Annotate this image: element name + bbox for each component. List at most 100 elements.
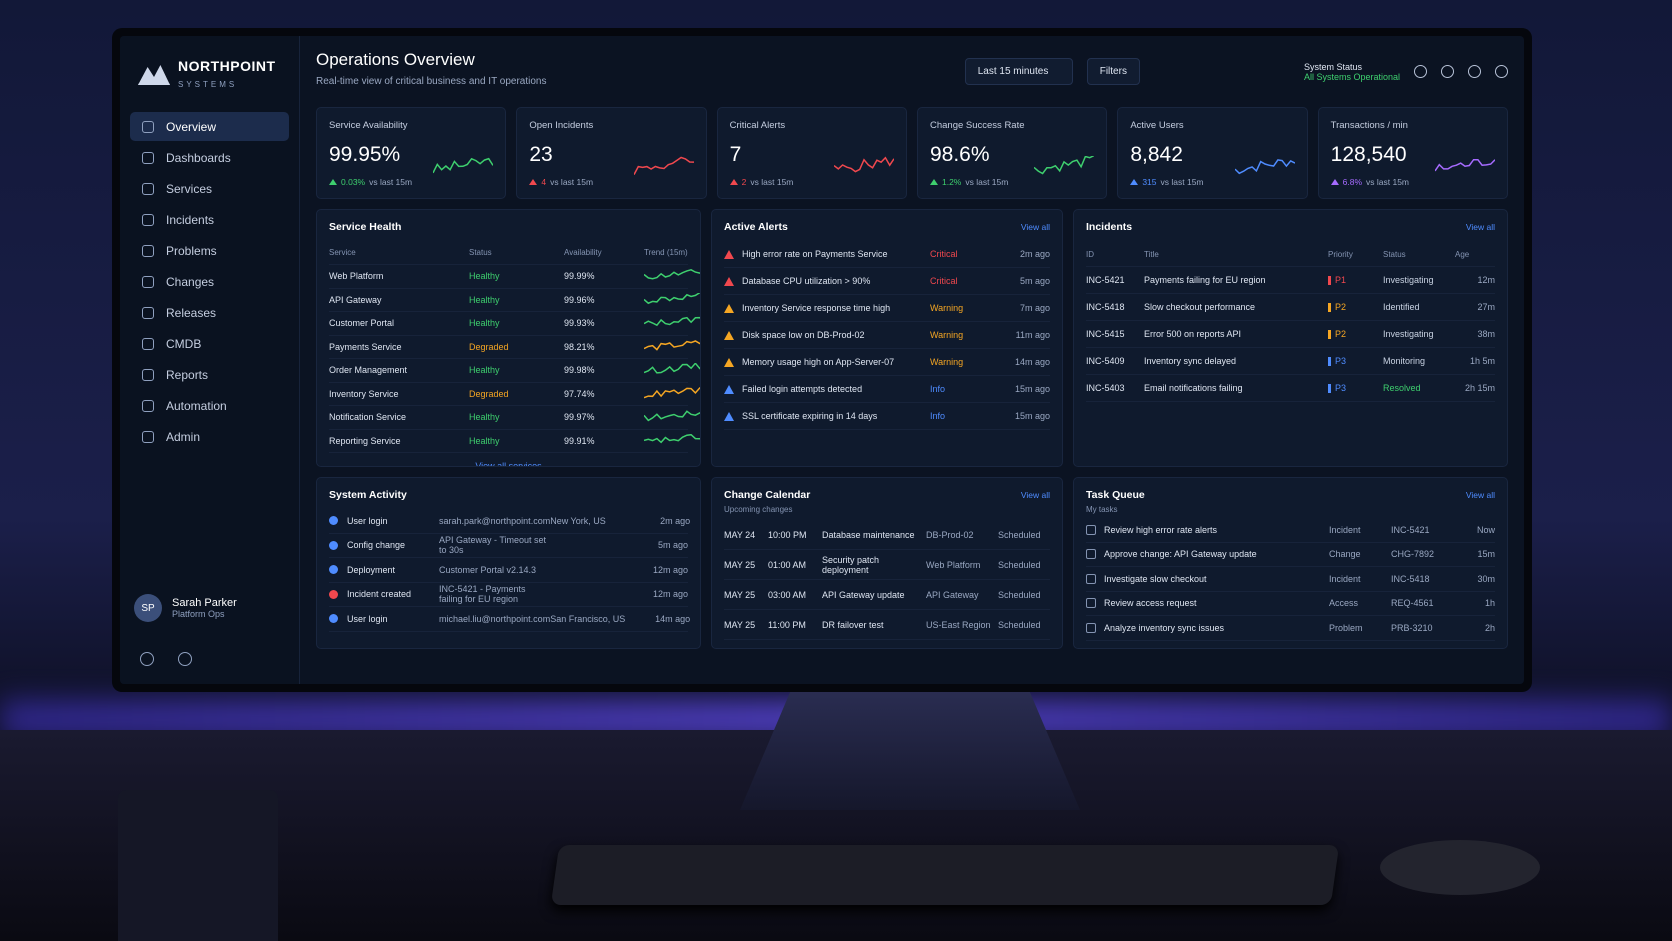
kpi-label: Active Users bbox=[1130, 120, 1184, 131]
nav-item[interactable]: Releases bbox=[130, 298, 289, 327]
kpi-delta: 1.2% vs last 15m bbox=[929, 177, 1094, 187]
sparkline bbox=[644, 339, 700, 351]
kpi-value: 23 bbox=[529, 143, 553, 166]
task-type: Incident bbox=[1329, 524, 1361, 535]
table-row: Analyze inventory sync issues Problem PRB-… bbox=[1086, 616, 1495, 641]
table-row: MAY 25 03:00 AM API Gateway update API Gate… bbox=[724, 580, 1050, 610]
alert-icon bbox=[724, 303, 734, 313]
change-time: 01:00 AM bbox=[768, 559, 807, 570]
notifications-button[interactable] bbox=[1441, 65, 1454, 78]
sparkline bbox=[433, 157, 494, 174]
task-checkbox[interactable] bbox=[1086, 549, 1096, 560]
system-status-label: System Status bbox=[1303, 61, 1362, 72]
activity-age: 12m ago bbox=[652, 589, 688, 600]
time-range-select[interactable]: Last 15 minutes bbox=[964, 58, 1073, 85]
brand-text: NORTHPOINT SYSTEMS bbox=[178, 58, 276, 92]
service-status: Healthy bbox=[469, 271, 500, 282]
service-availability: 99.98% bbox=[564, 365, 595, 376]
view-all-link[interactable]: View all bbox=[1020, 222, 1050, 232]
kpi-label: Service Availability bbox=[329, 120, 408, 131]
task-checkbox[interactable] bbox=[1086, 573, 1096, 584]
nav-label: Overview bbox=[166, 119, 217, 134]
panel-title: Incidents bbox=[1086, 221, 1133, 233]
panel-title: Task Queue bbox=[1086, 489, 1145, 501]
nav-item[interactable]: CMDB bbox=[130, 329, 289, 358]
delta-arrow bbox=[529, 179, 538, 185]
nav-label: Problems bbox=[166, 243, 217, 258]
sparkline-path bbox=[433, 157, 494, 174]
sparkline-path bbox=[644, 410, 700, 422]
activity-detail: michael.liu@northpoint.com bbox=[439, 613, 551, 624]
table-row: ID Title Priority Status Age bbox=[1086, 243, 1495, 267]
nav-item[interactable]: Incidents bbox=[130, 205, 289, 234]
filters-button[interactable]: Filters bbox=[1086, 58, 1140, 85]
panel-subtitle: My tasks bbox=[1086, 505, 1118, 514]
priority-label: P3 bbox=[1335, 383, 1347, 393]
table-row: Failed login attempts detected Info 15m ag… bbox=[724, 376, 1050, 403]
task-checkbox[interactable] bbox=[1086, 598, 1096, 609]
incident-priority: P3 bbox=[1328, 356, 1383, 366]
brand-name: NORTHPOINT bbox=[178, 58, 276, 74]
delta-value: 4 bbox=[541, 177, 547, 187]
priority-label: P2 bbox=[1335, 302, 1347, 312]
table-row: INC-5415 Error 500 on reports API P2 Invest… bbox=[1086, 321, 1495, 348]
nav-item[interactable]: Changes bbox=[130, 267, 289, 296]
incident-priority: P3 bbox=[1328, 383, 1383, 393]
kpi-card: Service Availability 99.95% 0.03% vs last 1… bbox=[316, 107, 507, 199]
task-ref: REQ-4561 bbox=[1391, 598, 1434, 609]
sparkline bbox=[644, 363, 700, 374]
incident-status: Monitoring bbox=[1383, 356, 1426, 366]
table-row: INC-5418 Slow checkout performance P2 Ident… bbox=[1086, 294, 1495, 321]
side-icons bbox=[140, 652, 192, 666]
settings-button[interactable] bbox=[140, 652, 154, 666]
system-activity-panel: System Activity User login sarah.park@nort… bbox=[316, 477, 701, 649]
alerts-button[interactable] bbox=[1468, 65, 1481, 78]
nav-item[interactable]: Overview bbox=[130, 112, 289, 141]
kpi-label: Change Success Rate bbox=[929, 120, 1025, 131]
delta-arrow bbox=[929, 179, 938, 185]
incident-id: INC-5418 bbox=[1086, 302, 1125, 312]
service-availability: 99.97% bbox=[564, 412, 595, 423]
view-all-link[interactable]: View all bbox=[1465, 222, 1495, 232]
nav-icon bbox=[142, 368, 154, 381]
service-name: Inventory Service bbox=[329, 388, 399, 399]
nav-item[interactable]: Admin bbox=[130, 422, 289, 451]
incident-title: Email notifications failing bbox=[1144, 383, 1243, 393]
alert-text: Disk space low on DB-Prod-02 bbox=[742, 330, 865, 340]
nav-label: Dashboards bbox=[166, 150, 231, 165]
view-all-link[interactable]: View all bbox=[1465, 490, 1495, 500]
view-all-services-link[interactable]: View all services bbox=[475, 461, 542, 467]
task-checkbox[interactable] bbox=[1086, 622, 1096, 633]
apps-button[interactable] bbox=[1495, 65, 1508, 78]
user-profile[interactable]: SP Sarah Parker Platform Ops bbox=[134, 594, 237, 622]
nav-item[interactable]: Dashboards bbox=[130, 143, 289, 172]
search-button[interactable] bbox=[1414, 65, 1427, 78]
incident-id: INC-5421 bbox=[1086, 275, 1125, 285]
task-type: Access bbox=[1329, 598, 1359, 609]
sparkline-path bbox=[1034, 156, 1095, 175]
brand-tagline: SYSTEMS bbox=[178, 80, 238, 89]
alert-severity: Warning bbox=[930, 303, 964, 313]
nav-item[interactable]: Problems bbox=[130, 236, 289, 265]
task-checkbox[interactable] bbox=[1086, 524, 1096, 535]
sparkline-path bbox=[644, 433, 700, 444]
table-row: MAY 24 10:00 PM Database maintenance DB-Pro… bbox=[724, 520, 1050, 550]
kpi-value: 8,842 bbox=[1130, 143, 1183, 166]
alert-icon bbox=[724, 411, 734, 421]
activity-icon bbox=[329, 565, 338, 575]
sparkline bbox=[644, 433, 700, 444]
service-name: Payments Service bbox=[329, 341, 402, 352]
kpi-delta: 4 vs last 15m bbox=[529, 177, 693, 187]
nav-item[interactable]: Automation bbox=[130, 391, 289, 420]
kpi-delta: 315 vs last 15m bbox=[1130, 177, 1294, 187]
activity-location: San Francisco, US bbox=[550, 613, 626, 624]
service-health-panel: Service Health Service Status Availability T… bbox=[316, 209, 701, 467]
kpi-card: Transactions / min 128,540 6.8% vs last 15m bbox=[1317, 107, 1508, 199]
change-title: DR failover test bbox=[822, 619, 884, 630]
nav-item[interactable]: Services bbox=[130, 174, 289, 203]
nav-label: Services bbox=[166, 181, 213, 196]
task-name: Review high error rate alerts bbox=[1104, 524, 1218, 535]
view-all-link[interactable]: View all bbox=[1020, 490, 1050, 500]
nav-item[interactable]: Reports bbox=[130, 360, 289, 389]
refresh-button[interactable] bbox=[178, 652, 192, 666]
